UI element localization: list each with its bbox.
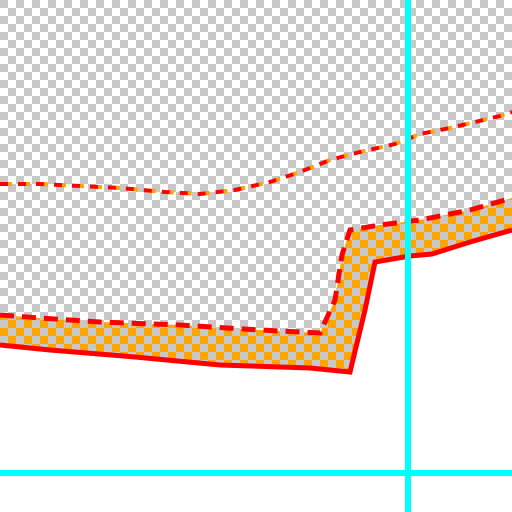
orange-band-trace (0, 198, 512, 372)
filled-region (0, 230, 512, 512)
band-top-outline (0, 195, 512, 336)
dashed-red-trace (0, 110, 512, 197)
band-bottom-outline (0, 227, 512, 375)
